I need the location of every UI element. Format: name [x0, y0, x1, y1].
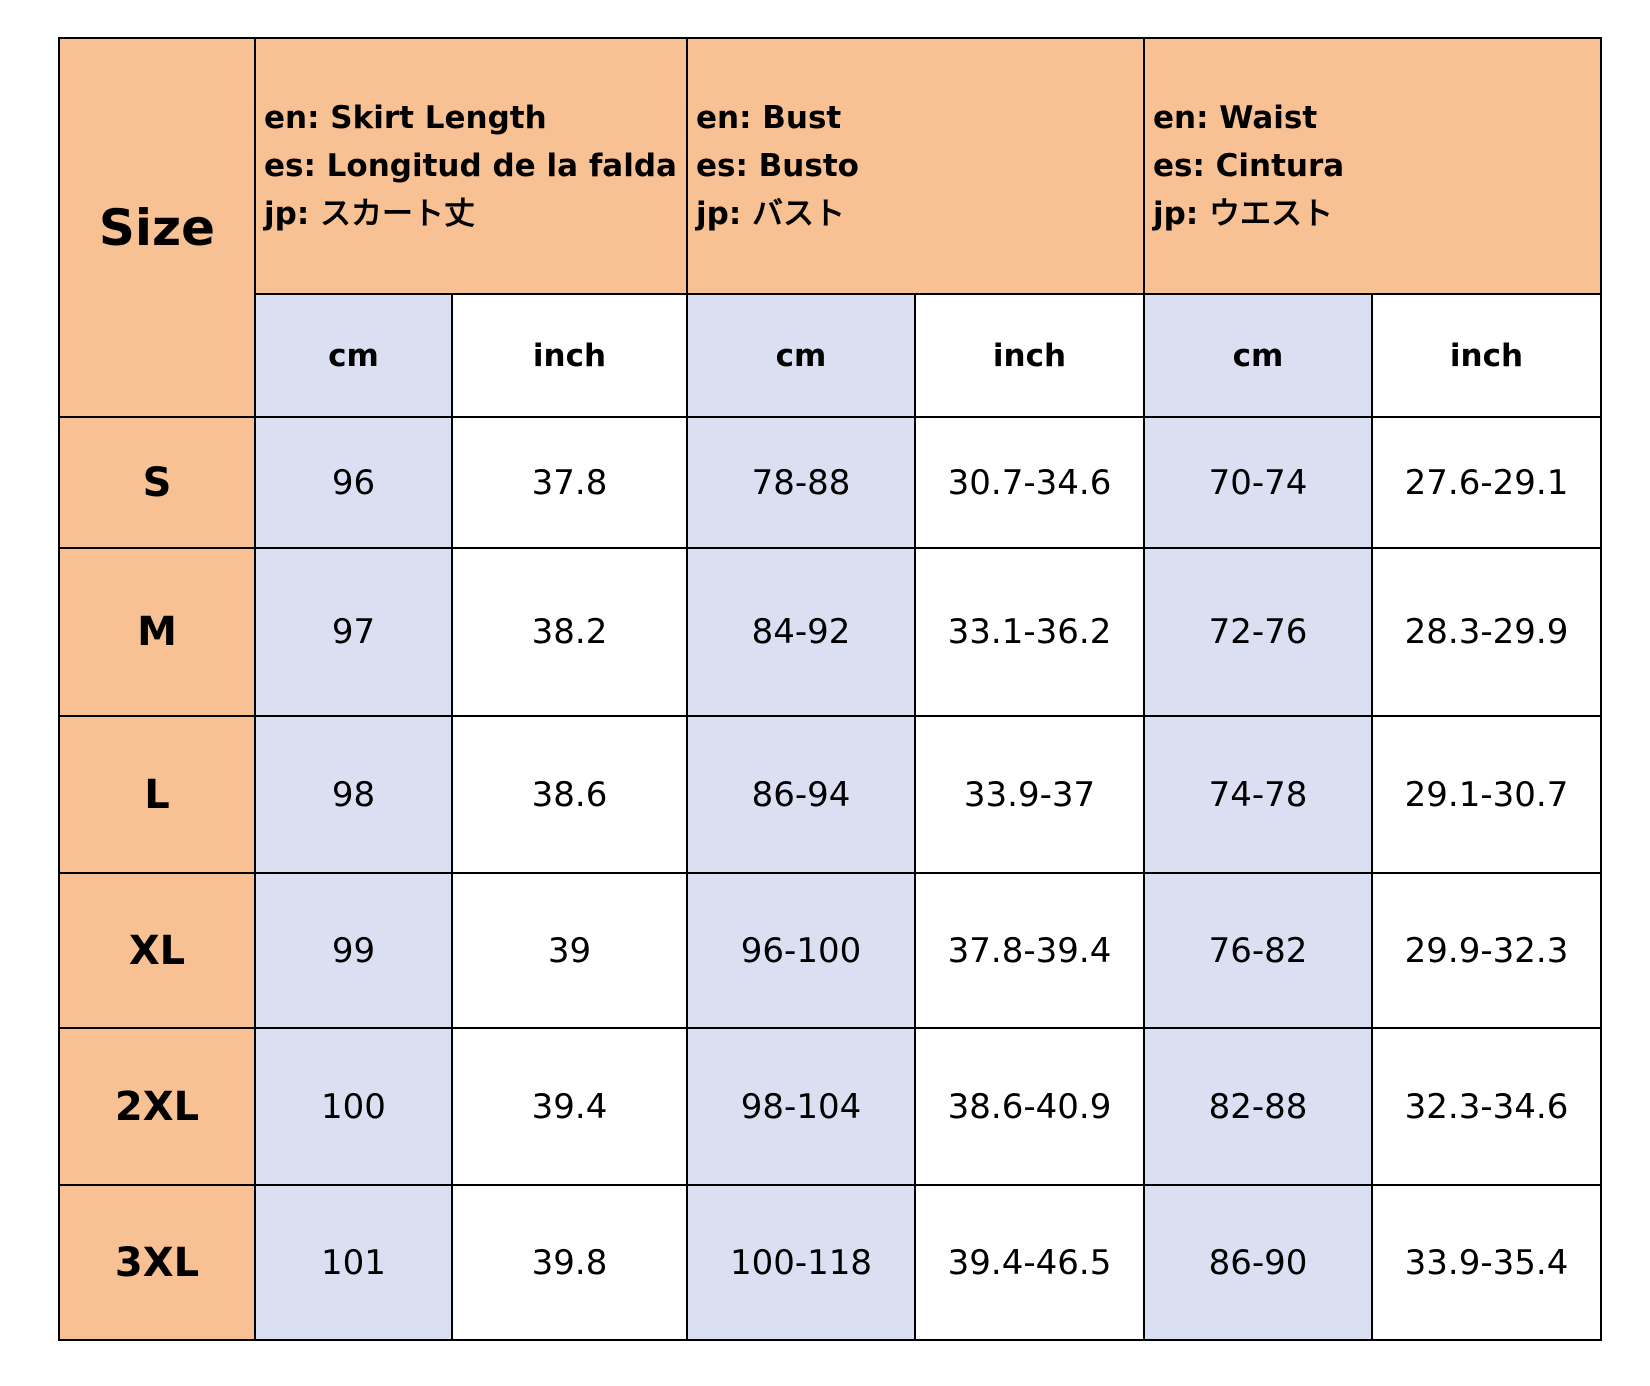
value-cell: 38.2: [451, 547, 688, 717]
value-cell: 86-90: [1143, 1184, 1373, 1341]
group-header: en: Skirt Length es: Longitud de la falda…: [254, 37, 688, 295]
value-cell: 96: [254, 416, 453, 549]
value-cell: 96-100: [686, 872, 916, 1029]
value-cell: 78-88: [686, 416, 916, 549]
data-row: XL 99 39 96-100 37.8-39.4 76-82 29.9-32.3: [58, 872, 1602, 1029]
size-cell: L: [58, 715, 256, 874]
value-cell: 39: [451, 872, 688, 1029]
value-cell: 32.3-34.6: [1371, 1027, 1602, 1186]
value-cell: 27.6-29.1: [1371, 416, 1602, 549]
header-line: en: Waist: [1153, 100, 1318, 136]
size-cell: 2XL: [58, 1027, 256, 1186]
table-body: Size en: Skirt Length es: Longitud de la f…: [58, 37, 1602, 1341]
value-cell: 33.9-35.4: [1371, 1184, 1602, 1341]
size-header: Size: [58, 37, 256, 418]
value-cell: 33.9-37: [914, 715, 1145, 874]
unit-header: cm: [1143, 293, 1373, 418]
value-cell: 84-92: [686, 547, 916, 717]
size-cell: S: [58, 416, 256, 549]
header-line: jp: スカート丈: [264, 196, 476, 232]
group-header: en: Bust es: Busto jp: バスト: [686, 37, 1145, 295]
size-cell: XL: [58, 872, 256, 1029]
value-cell: 39.8: [451, 1184, 688, 1341]
value-cell: 98: [254, 715, 453, 874]
value-cell: 37.8: [451, 416, 688, 549]
unit-header: cm: [686, 293, 916, 418]
data-row: S 96 37.8 78-88 30.7-34.6 70-74 27.6-29.1: [58, 416, 1602, 549]
value-cell: 97: [254, 547, 453, 717]
value-cell: 72-76: [1143, 547, 1373, 717]
value-cell: 29.1-30.7: [1371, 715, 1602, 874]
data-row: 3XL 101 39.8 100-118 39.4-46.5 86-90 33.9-35.4: [58, 1184, 1602, 1341]
value-cell: 76-82: [1143, 872, 1373, 1029]
header-row: Size en: Skirt Length es: Longitud de la f…: [58, 37, 1602, 418]
value-cell: 39.4: [451, 1027, 688, 1186]
value-cell: 70-74: [1143, 416, 1373, 549]
value-cell: 74-78: [1143, 715, 1373, 874]
value-cell: 38.6-40.9: [914, 1027, 1145, 1186]
data-row: 2XL 100 39.4 98-104 38.6-40.9 82-88 32.3-34.6: [58, 1027, 1602, 1186]
size-cell: M: [58, 547, 256, 717]
unit-row: cm inch cm inch cm inch: [59, 293, 1602, 418]
data-row: M 97 38.2 84-92 33.1-36.2 72-76 28.3-29.9: [58, 547, 1602, 717]
size-cell: 3XL: [58, 1184, 256, 1341]
unit-header: inch: [914, 293, 1145, 418]
header-line: es: Cintura: [1153, 148, 1345, 184]
value-cell: 100-118: [686, 1184, 916, 1341]
value-cell: 29.9-32.3: [1371, 872, 1602, 1029]
value-cell: 82-88: [1143, 1027, 1373, 1186]
header-line: es: Longitud de la falda: [264, 148, 677, 184]
unit-header: inch: [451, 293, 688, 418]
unit-header: cm: [254, 293, 453, 418]
value-cell: 30.7-34.6: [914, 416, 1145, 549]
header-line: jp: ウエスト: [1153, 196, 1334, 232]
size-table: Size en: Skirt Length es: Longitud de la f…: [58, 37, 1602, 1341]
value-cell: 28.3-29.9: [1371, 547, 1602, 717]
value-cell: 38.6: [451, 715, 688, 874]
header-line: es: Busto: [696, 148, 859, 184]
header-line: en: Skirt Length: [264, 100, 547, 136]
value-cell: 101: [254, 1184, 453, 1341]
group-header: en: Waist es: Cintura jp: ウエスト: [1143, 37, 1602, 295]
value-cell: 86-94: [686, 715, 916, 874]
value-cell: 39.4-46.5: [914, 1184, 1145, 1341]
unit-header: inch: [1371, 293, 1602, 418]
value-cell: 98-104: [686, 1027, 916, 1186]
data-row: L 98 38.6 86-94 33.9-37 74-78 29.1-30.7: [58, 715, 1602, 874]
header-line: en: Bust: [696, 100, 842, 136]
value-cell: 100: [254, 1027, 453, 1186]
value-cell: 33.1-36.2: [914, 547, 1145, 717]
value-cell: 37.8-39.4: [914, 872, 1145, 1029]
value-cell: 99: [254, 872, 453, 1029]
header-line: jp: バスト: [696, 196, 846, 232]
